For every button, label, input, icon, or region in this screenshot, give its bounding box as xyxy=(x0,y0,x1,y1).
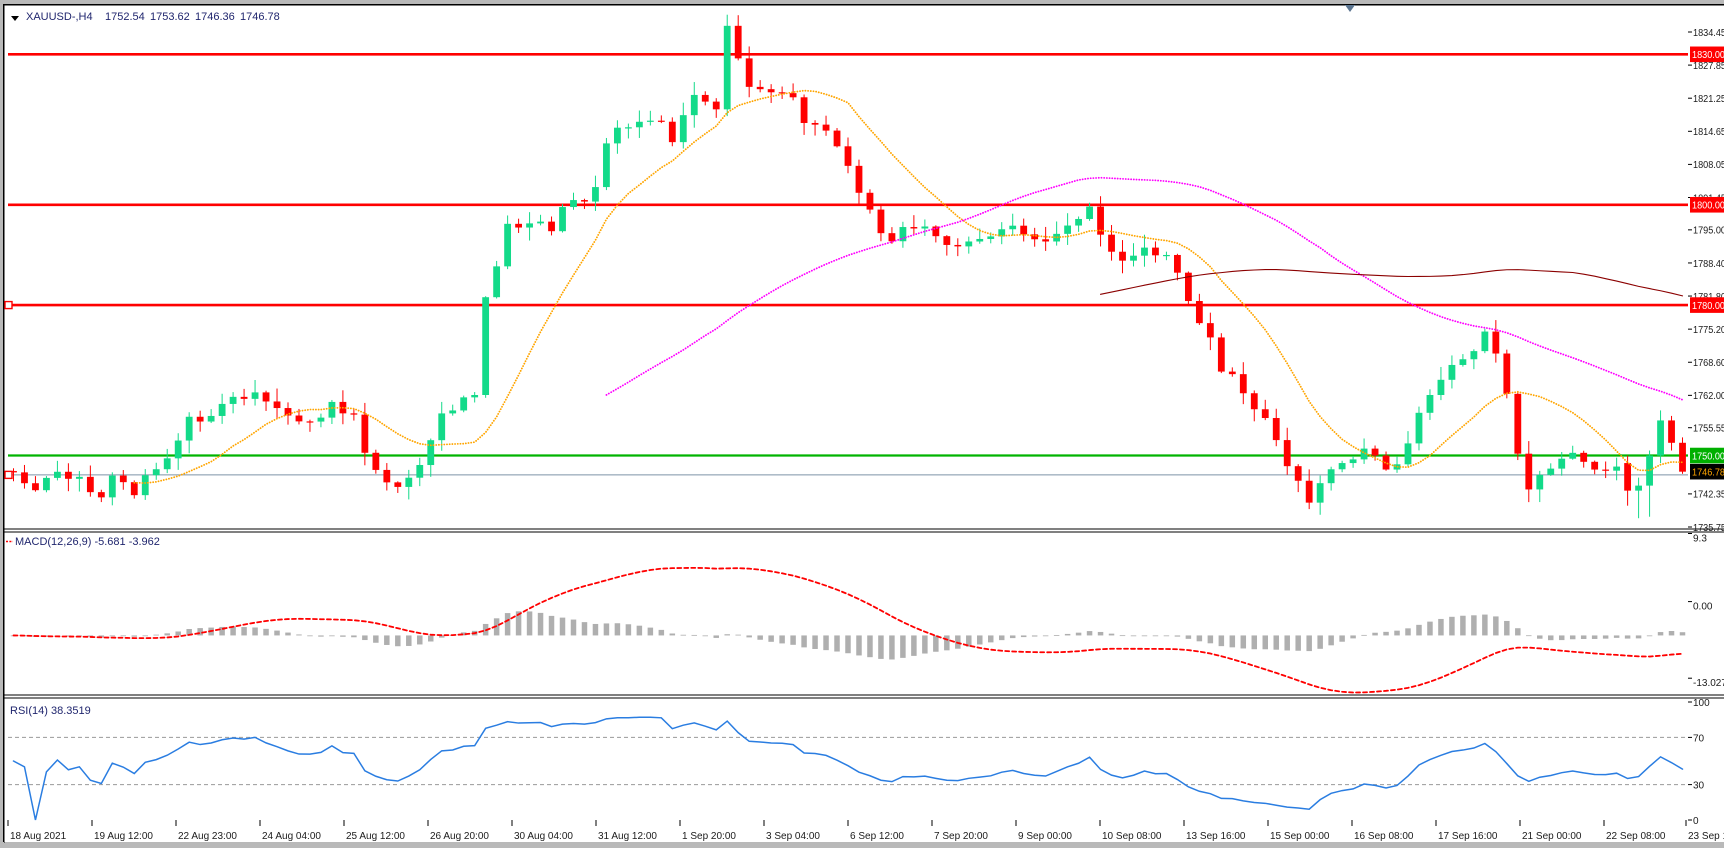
svg-text:1788.40: 1788.40 xyxy=(1693,259,1724,270)
svg-text:1755.55: 1755.55 xyxy=(1693,424,1724,435)
svg-text:1808.05: 1808.05 xyxy=(1693,160,1724,171)
svg-text:15 Sep 00:00: 15 Sep 00:00 xyxy=(1270,831,1330,842)
svg-text:16 Sep 08:00: 16 Sep 08:00 xyxy=(1354,831,1414,842)
svg-text:13 Sep 16:00: 13 Sep 16:00 xyxy=(1186,831,1246,842)
svg-text:1800.00: 1800.00 xyxy=(1692,201,1724,212)
svg-text:1735.75: 1735.75 xyxy=(1693,523,1724,534)
svg-text:70: 70 xyxy=(1693,733,1705,744)
svg-text:9 Sep 00:00: 9 Sep 00:00 xyxy=(1018,831,1072,842)
svg-text:3 Sep 04:00: 3 Sep 04:00 xyxy=(766,831,820,842)
svg-text:19 Aug 12:00: 19 Aug 12:00 xyxy=(94,831,153,842)
svg-text:1834.45: 1834.45 xyxy=(1693,28,1724,39)
svg-text:1753.62: 1753.62 xyxy=(150,11,190,23)
svg-text:100: 100 xyxy=(1693,698,1710,709)
svg-text:1821.25: 1821.25 xyxy=(1693,94,1724,105)
svg-text:21 Sep 00:00: 21 Sep 00:00 xyxy=(1522,831,1582,842)
svg-text:23 Sep 16:00: 23 Sep 16:00 xyxy=(1688,831,1724,842)
svg-text:31 Aug 12:00: 31 Aug 12:00 xyxy=(598,831,657,842)
svg-text:1762.00: 1762.00 xyxy=(1693,391,1724,402)
svg-text:10 Sep 08:00: 10 Sep 08:00 xyxy=(1102,831,1162,842)
svg-text:9.3: 9.3 xyxy=(1693,534,1707,545)
svg-text:7 Sep 20:00: 7 Sep 20:00 xyxy=(934,831,988,842)
svg-text:-13.027: -13.027 xyxy=(1693,678,1724,689)
svg-text:18 Aug 2021: 18 Aug 2021 xyxy=(10,831,67,842)
svg-text:1742.35: 1742.35 xyxy=(1693,490,1724,501)
svg-text:22 Aug 23:00: 22 Aug 23:00 xyxy=(178,831,237,842)
svg-text:0: 0 xyxy=(1693,816,1699,827)
svg-text:1752.54: 1752.54 xyxy=(105,11,145,23)
svg-text:1814.65: 1814.65 xyxy=(1693,127,1724,138)
svg-text:1 Sep 20:00: 1 Sep 20:00 xyxy=(682,831,736,842)
svg-text:30 Aug 04:00: 30 Aug 04:00 xyxy=(514,831,573,842)
svg-text:1827.85: 1827.85 xyxy=(1693,61,1724,72)
svg-text:24 Aug 04:00: 24 Aug 04:00 xyxy=(262,831,321,842)
svg-text:22 Sep 08:00: 22 Sep 08:00 xyxy=(1606,831,1666,842)
svg-text:1775.20: 1775.20 xyxy=(1693,325,1724,336)
svg-text:6 Sep 12:00: 6 Sep 12:00 xyxy=(850,831,904,842)
svg-text:1768.60: 1768.60 xyxy=(1693,358,1724,369)
svg-text:0.00: 0.00 xyxy=(1693,602,1713,613)
svg-text:1795.00: 1795.00 xyxy=(1693,226,1724,237)
svg-text:XAUUSD-,H4: XAUUSD-,H4 xyxy=(26,11,93,23)
svg-text:MACD(12,26,9) -5.681 -3.962: MACD(12,26,9) -5.681 -3.962 xyxy=(15,536,160,548)
svg-text:1746.78: 1746.78 xyxy=(1692,467,1724,478)
svg-text:RSI(14) 38.3519: RSI(14) 38.3519 xyxy=(10,705,91,717)
svg-text:17 Sep 16:00: 17 Sep 16:00 xyxy=(1438,831,1498,842)
svg-text:1750.00: 1750.00 xyxy=(1692,451,1724,462)
svg-text:1780.00: 1780.00 xyxy=(1692,301,1724,312)
svg-text:26 Aug 20:00: 26 Aug 20:00 xyxy=(430,831,489,842)
svg-text:30: 30 xyxy=(1693,781,1705,792)
svg-text:1746.36: 1746.36 xyxy=(195,11,235,23)
svg-text:25 Aug 12:00: 25 Aug 12:00 xyxy=(346,831,405,842)
svg-text:1746.78: 1746.78 xyxy=(240,11,280,23)
svg-text:1830.00: 1830.00 xyxy=(1692,50,1724,61)
